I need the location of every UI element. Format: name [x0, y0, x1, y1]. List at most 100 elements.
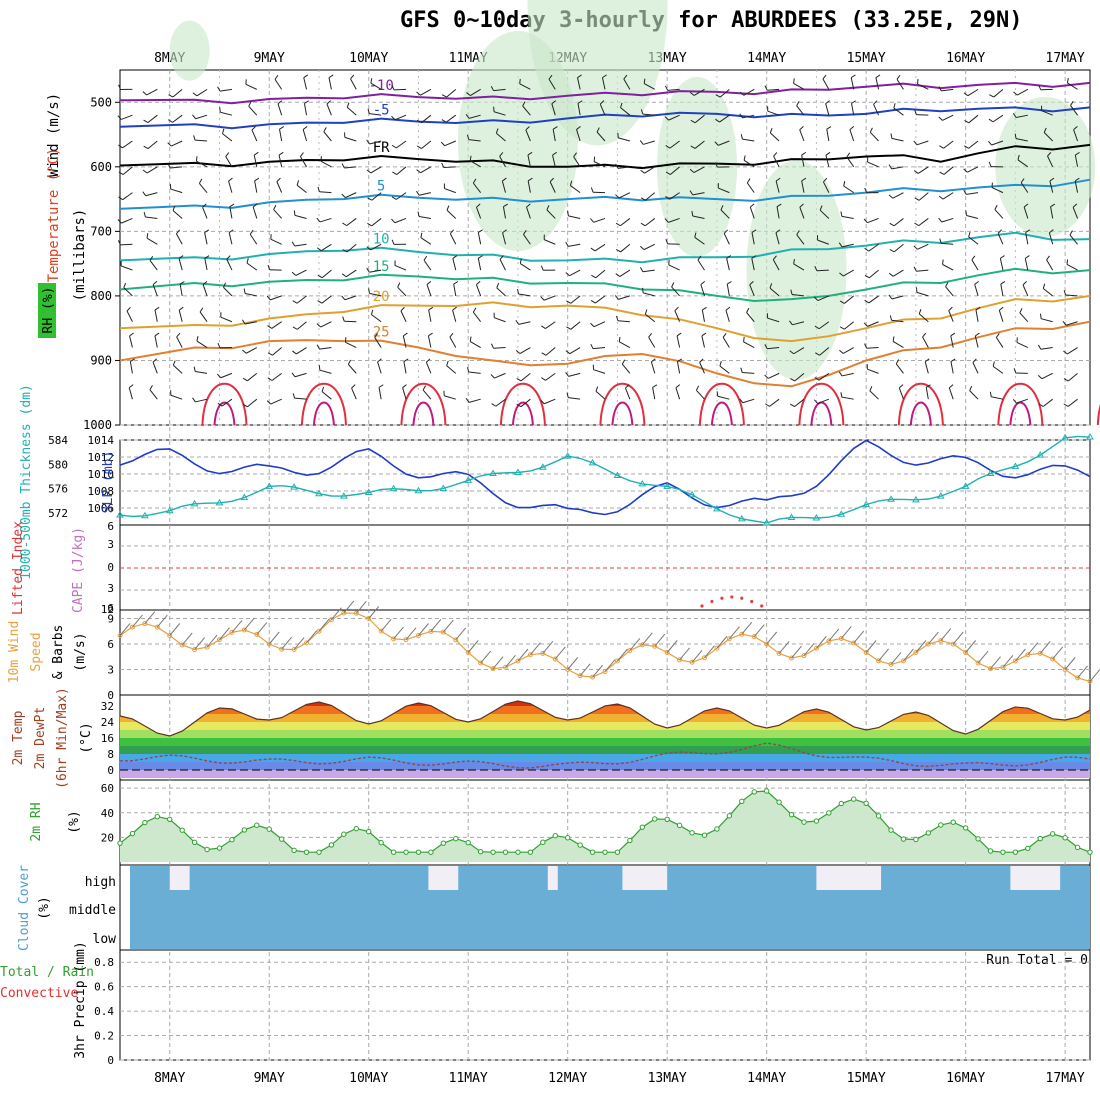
upper-wind-barb-flag: [118, 171, 124, 175]
upper-wind-barb-flag: [699, 358, 704, 363]
thickness-marker: [762, 518, 771, 526]
upper-wind-barb-flag: [1063, 290, 1067, 296]
upper-wind-barb: [1043, 132, 1054, 142]
rh-point: [639, 824, 646, 830]
rh-point: [1000, 849, 1006, 855]
upper-wind-barb: [477, 258, 482, 271]
upper-wind-barb-flag: [1062, 320, 1067, 326]
upper-wind-barb: [992, 365, 1004, 374]
rh-point: [776, 799, 782, 805]
upper-wind-barb-flag: [950, 358, 956, 362]
upper-wind-barb: [374, 337, 382, 348]
upper-wind-barb-flag: [825, 151, 831, 156]
upper-wind-barb: [595, 269, 606, 279]
upper-wind-barb: [271, 372, 282, 381]
upper-wind-barb: [969, 390, 979, 400]
upper-wind-barb-flag: [142, 169, 148, 174]
upper-wind-barb-flag: [316, 323, 321, 328]
upper-wind-barb: [719, 114, 730, 123]
contour-label: 10: [373, 232, 390, 248]
rh-shading: [995, 96, 1096, 237]
upper-wind-barb: [472, 311, 482, 323]
upper-wind-barb-flag: [964, 145, 969, 149]
upper-wind-barb-flag: [172, 205, 176, 211]
temp-tick-label: 16: [101, 732, 114, 745]
upper-wind-barb: [723, 233, 730, 245]
wind-speed-point: [415, 633, 421, 638]
rh-point: [1062, 835, 1068, 841]
upper-wind-barb: [518, 293, 531, 297]
upper-wind-barb-flag: [172, 360, 176, 366]
upper-wind-barb: [147, 114, 158, 123]
upper-wind-barb-flag: [246, 258, 249, 264]
upper-wind-barb-flag: [596, 127, 600, 133]
upper-wind-barb-flag: [913, 170, 919, 174]
upper-wind-barb: [347, 364, 357, 374]
upper-wind-barb: [942, 264, 954, 271]
upper-wind-barb-flag: [1049, 229, 1054, 234]
upper-wind-barb: [223, 287, 233, 297]
upper-wind-barb-flag: [342, 316, 345, 322]
upper-wind-barb: [527, 154, 531, 167]
hot-contour-inner: [810, 401, 833, 426]
upper-wind-barb: [321, 391, 332, 400]
upper-wind-barb: [742, 114, 755, 119]
upper-wind-barb-flag: [152, 358, 158, 363]
upper-wind-barb: [520, 398, 531, 408]
upper-wind-barb: [271, 321, 282, 329]
upper-wind-barb-flag: [317, 186, 320, 192]
upper-wind-barb-flag: [896, 74, 901, 80]
upper-wind-barb: [743, 341, 755, 348]
thickness-marker: [1011, 462, 1020, 469]
thickness-marker: [364, 488, 373, 496]
upper-wind-barb-flag: [1047, 152, 1052, 157]
upper-wind-barb-flag: [751, 255, 757, 259]
surface-wind-barb: [442, 619, 454, 633]
upper-wind-barb: [650, 361, 656, 374]
upper-wind-barb: [995, 337, 1004, 348]
upper-wind-barb-flag: [472, 307, 477, 313]
wind-speed-point: [988, 666, 994, 672]
upper-wind-barb: [1040, 347, 1053, 350]
wind-speed-point: [366, 616, 372, 621]
upper-wind-barb: [446, 365, 457, 374]
wind-speed-point: [216, 637, 222, 643]
pressure-tick-label: 1000: [83, 418, 112, 432]
upper-wind-barb-flag: [889, 248, 895, 253]
upper-wind-barb: [418, 216, 431, 219]
upper-wind-barb-flag: [851, 100, 857, 104]
rh-point: [788, 811, 795, 818]
upper-wind-barb-flag: [253, 151, 259, 156]
upper-wind-barb: [245, 83, 258, 90]
upper-wind-barb-flag: [452, 255, 458, 259]
upper-wind-barb-flag: [988, 161, 992, 167]
upper-wind-barb-flag: [945, 282, 949, 287]
surface-wind-barb: [728, 626, 740, 640]
wind-speed-point: [540, 650, 546, 656]
rh-point: [726, 813, 733, 819]
upper-wind-barb: [526, 206, 531, 219]
upper-wind-barb-flag: [989, 94, 994, 98]
upper-wind-barb: [749, 206, 755, 219]
upper-wind-barb: [371, 192, 382, 201]
thickness-marker: [936, 492, 945, 499]
upper-wind-barb: [950, 335, 954, 348]
upper-wind-barb-flag: [764, 374, 769, 379]
upper-wind-barb: [196, 340, 208, 348]
upper-wind-barb-flag: [864, 343, 868, 349]
upper-wind-barb: [568, 215, 581, 219]
wind-speed-point: [266, 641, 272, 647]
upper-wind-barb: [568, 243, 581, 247]
upper-wind-barb: [346, 243, 357, 253]
wind-speed-point: [627, 647, 633, 653]
upper-wind-barb: [769, 287, 780, 297]
upper-wind-barb: [543, 295, 556, 301]
upper-wind-barb-flag: [476, 280, 481, 286]
surface-wind-barb: [331, 607, 342, 620]
upper-wind-barb: [296, 347, 307, 355]
cloud-clear-gap: [428, 866, 459, 890]
upper-wind-barb-flag: [664, 218, 669, 223]
rh-point: [254, 822, 260, 828]
upper-wind-barb: [493, 111, 506, 116]
upper-wind-barb-flag: [566, 300, 571, 304]
